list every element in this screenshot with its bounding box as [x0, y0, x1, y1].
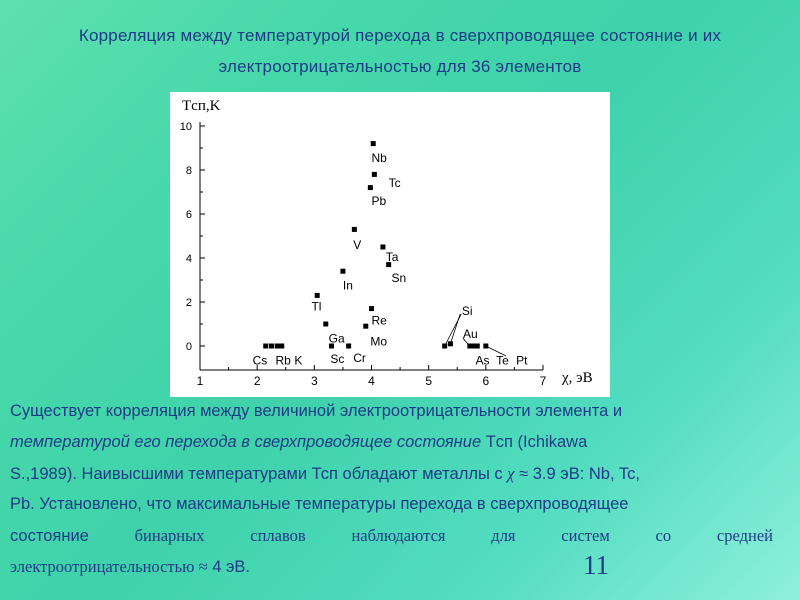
data-point: [328, 343, 334, 349]
point-label: Ga: [329, 331, 345, 345]
point-label: Ta: [386, 250, 399, 264]
x-tick-label: 5: [425, 374, 432, 388]
point-label: Au: [463, 327, 478, 341]
leader-line: [485, 345, 507, 357]
body-line-2-italic: температурой его перехода в сверхпроводя…: [10, 433, 482, 451]
data-point: [442, 343, 448, 349]
point-label: As: [476, 353, 490, 367]
x-tick-label: 6: [482, 374, 489, 388]
point-label: In: [343, 279, 353, 293]
point-label: Cr: [353, 351, 366, 365]
point-label: Mo: [370, 335, 387, 349]
data-point: [346, 343, 352, 349]
body-line-2-rest: Tсп (Ichikawa: [481, 433, 588, 451]
data-point: [351, 226, 357, 232]
y-tick-label: 4: [186, 253, 192, 265]
data-point: [279, 343, 285, 349]
data-point: [380, 244, 386, 250]
data-point: [340, 268, 346, 274]
data-point: [323, 321, 329, 327]
x-tick-label: 2: [254, 374, 261, 388]
body-line-3-text: S.,1989). Наивысшими температурами Тсп о…: [10, 465, 503, 483]
x-tick-label: 7: [540, 374, 547, 388]
point-label: Si: [462, 304, 473, 318]
body-line-5-b: бинарных сплавов наблюдаются для систем …: [88, 526, 773, 545]
point-label: Sc: [330, 352, 344, 366]
point-label: Sn: [392, 271, 407, 285]
y-tick-label: 10: [180, 121, 192, 133]
data-point: [447, 341, 453, 347]
y-tick-label: 2: [186, 297, 192, 309]
chi-symbol: χ: [507, 464, 515, 483]
point-label: Rb: [275, 353, 291, 367]
data-point: [370, 141, 376, 147]
data-point: [371, 171, 377, 177]
slide-title-line-1: Корреляция между температурой перехода в…: [78, 26, 722, 45]
data-point: [369, 306, 374, 312]
chart-points: [263, 141, 489, 349]
point-label: Tl: [311, 299, 321, 313]
data-point: [274, 343, 280, 349]
data-point: [268, 343, 274, 349]
body-line-1: Существует корреляция между величиной эл…: [10, 402, 623, 420]
point-label: Cs: [253, 353, 268, 367]
point-label: Re: [372, 314, 388, 328]
body-line-3: S.,1989). Наивысшими температурами Тсп о…: [10, 458, 773, 490]
body-line-5: состояние бинарных сплавов наблюдаются д…: [10, 520, 773, 552]
body-line-6-a: электроотрицательностью ≈: [10, 557, 208, 576]
point-label: Te: [496, 353, 509, 367]
data-point: [363, 323, 369, 329]
point-label: Nb: [372, 151, 388, 165]
body-line-6: электроотрицательностью ≈ 4 эВ.: [10, 551, 773, 583]
y-tick-label: 0: [186, 341, 192, 353]
data-point: [314, 292, 320, 298]
page-number: 11: [583, 550, 609, 580]
body-line-2: температурой его перехода в сверхпроводя…: [10, 427, 773, 458]
chart-ticks: 1 2 3 4 5 6 7 0 2 4 6 8 10: [180, 121, 547, 388]
point-label: Tc: [389, 176, 401, 190]
body-line-5-a: состояние: [10, 527, 89, 545]
body-line-4: Pb. Установлено, что максимальные темпер…: [10, 495, 629, 513]
point-label: Pt: [516, 353, 528, 367]
y-tick-label: 6: [186, 209, 192, 221]
data-point: [263, 343, 269, 349]
point-label: K: [294, 353, 302, 367]
x-tick-label: 3: [311, 374, 318, 388]
body-line-3-end: ≈ 3.9 эВ: Nb, Tc,: [514, 465, 640, 483]
body-line-6-b: 4 эВ.: [207, 558, 251, 576]
x-tick-label: 1: [197, 374, 204, 388]
data-point: [483, 343, 489, 349]
scatter-chart: 1 2 3 4 5 6 7 0 2 4 6 8 10 Cs Rb K Tl Ga Sc Cr In V Re Mo Pb Nb T…: [170, 92, 610, 397]
slide-title-line-2: электроотрицательностью для 36 элементов: [218, 57, 582, 76]
x-tick-label: 4: [368, 374, 375, 388]
x-axis-label: χ, эВ: [561, 370, 593, 386]
data-point: [470, 343, 476, 349]
data-point: [386, 262, 392, 268]
data-point: [474, 343, 480, 349]
leader-line: [450, 313, 461, 344]
data-point: [467, 343, 473, 349]
point-label: V: [353, 238, 361, 252]
y-axis-label: Tсп,K: [182, 98, 221, 114]
data-point: [367, 185, 373, 191]
point-label: Pb: [372, 194, 387, 208]
y-tick-label: 8: [186, 165, 192, 177]
